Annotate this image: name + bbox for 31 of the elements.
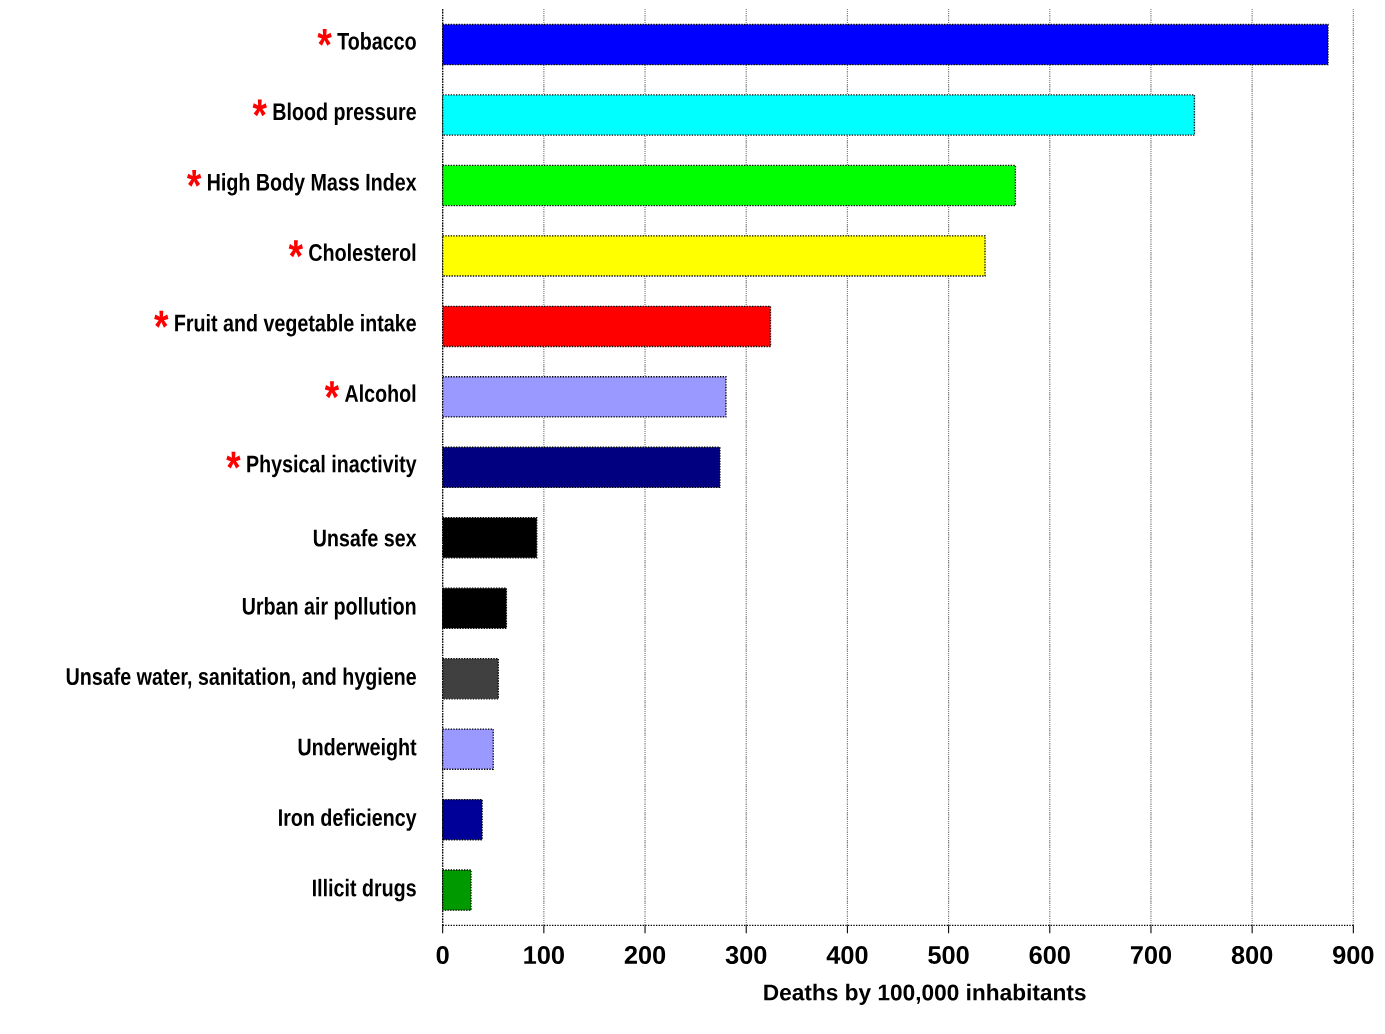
- y-tick-label: Cholesterol: [309, 243, 416, 262]
- y-tick-label: Tobacco: [337, 32, 416, 50]
- y-tick-label: Unsafe water, sanitation, and hygiene: [66, 667, 416, 690]
- y-tick-label: Physical inactivity: [247, 454, 417, 478]
- y-tick-label: Underweight: [298, 737, 417, 761]
- x-axis-title: Deaths by 100,000 inhabitants: [764, 983, 1086, 1005]
- x-tick-label: 300: [725, 946, 767, 965]
- x-tick-label: 100: [524, 946, 564, 964]
- text: *: [252, 99, 267, 117]
- x-tick-label: 500: [928, 946, 969, 964]
- y-tick-label: High Body Mass Index: [207, 173, 417, 196]
- text: *: [288, 240, 303, 258]
- text: *: [186, 169, 202, 187]
- x-tick-label: 900: [1333, 946, 1374, 964]
- text: *: [154, 310, 169, 328]
- x-tick-label: 0: [436, 946, 449, 964]
- y-tick-label: Alcohol: [344, 384, 416, 403]
- x-tick-label: 800: [1231, 946, 1273, 964]
- x-tick-label: 400: [826, 946, 868, 964]
- y-tick-label: Unsafe sex: [313, 528, 417, 547]
- x-tick-label: 200: [624, 946, 666, 964]
- y-tick-label: Blood pressure: [273, 102, 416, 125]
- y-tick-label: Fruit and vegetable intake: [175, 313, 416, 337]
- text: *: [226, 451, 241, 469]
- x-tick-label: 700: [1130, 946, 1172, 964]
- x-tick-label: 600: [1029, 946, 1070, 964]
- text: *: [324, 381, 340, 399]
- text: *: [317, 28, 332, 46]
- y-tick-label: Iron deficiency: [279, 808, 417, 831]
- y-tick-label: Illicit drugs: [312, 878, 416, 902]
- y-tick-label: Urban air pollution: [242, 597, 416, 620]
